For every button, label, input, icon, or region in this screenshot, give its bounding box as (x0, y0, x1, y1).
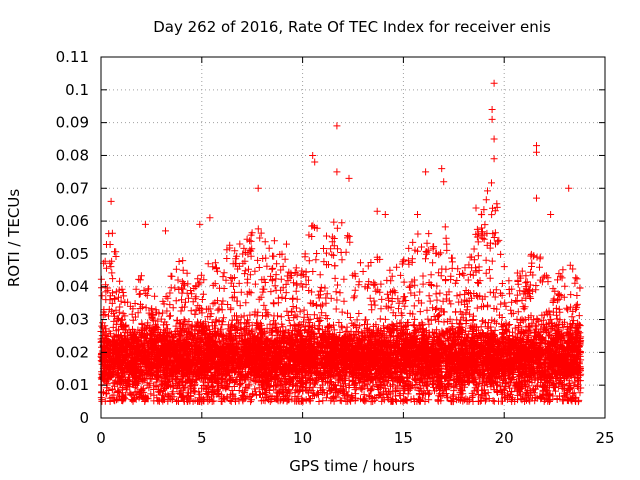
x-tick-label: 10 (293, 429, 312, 447)
y-tick-label: 0.1 (65, 81, 89, 99)
chart-title: Day 262 of 2016, Rate Of TEC Index for r… (153, 18, 551, 36)
y-tick-label: 0.07 (56, 179, 89, 197)
axis-ticks: 0 5 10 15 20 25 0 0.01 0.02 0.03 0.04 0.05 0.06 0.07 0… (56, 48, 615, 447)
roti-point-markers (97, 79, 585, 406)
y-tick-label: 0 (79, 409, 89, 427)
y-tick-label: 0.03 (56, 311, 89, 329)
y-tick-label: 0.11 (56, 48, 89, 66)
x-tick-label: 5 (197, 429, 207, 447)
x-axis-label: GPS time / hours (289, 457, 415, 475)
y-tick-label: 0.05 (56, 245, 89, 263)
x-tick-label: 0 (96, 429, 106, 447)
y-tick-label: 0.08 (56, 146, 89, 164)
data-points (97, 79, 585, 406)
x-tick-label: 15 (394, 429, 413, 447)
x-tick-label: 25 (595, 429, 614, 447)
y-tick-label: 0.04 (56, 278, 89, 296)
plot-frame (100, 56, 606, 419)
y-tick-label: 0.09 (56, 114, 89, 132)
y-axis-label: ROTI / TECUs (5, 189, 23, 287)
y-tick-label: 0.01 (56, 376, 89, 394)
y-tick-label: 0.06 (56, 212, 89, 230)
y-tick-label: 0.02 (56, 343, 89, 361)
x-tick-label: 20 (495, 429, 514, 447)
